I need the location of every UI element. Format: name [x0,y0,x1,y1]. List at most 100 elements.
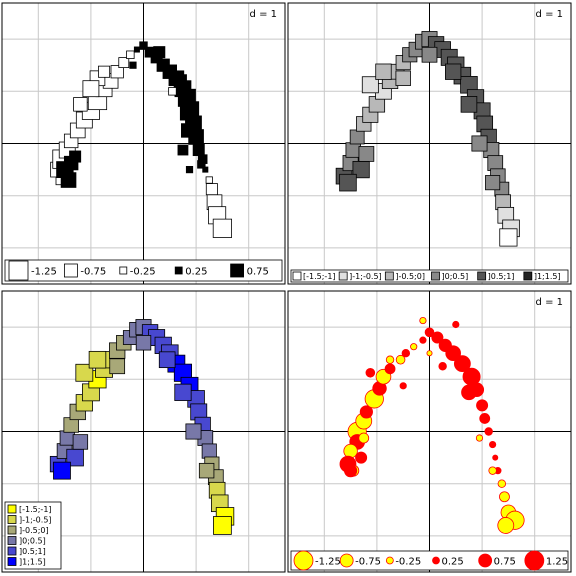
point-square [88,350,107,369]
point-square [349,129,365,145]
point-circle [358,432,370,444]
point-circle [426,350,433,357]
point-square [201,443,217,459]
legend-key [293,550,314,571]
point-circle [431,331,444,344]
point-square [174,383,192,401]
point-square [487,155,504,171]
panel-grey-squares: d = 1 [-1.5;-1]]-1;-0.5]]-0.5;0]]0;0.5]]0… [287,2,572,285]
point-square [135,335,152,351]
point-circle [453,355,471,373]
legend-label: ]-0.5;0] [395,272,425,281]
legend-label: 0.75 [247,267,269,278]
legend: [-1.5;-1]]-1;-0.5]]-0.5;0]]0;0.5]]0.5;1]… [4,501,62,570]
point-circle [475,434,484,442]
point-square [345,142,361,158]
legend-key [8,260,29,281]
panel-frame [1,2,286,285]
point-square [73,97,88,112]
point-circle [365,367,376,378]
point-square [133,46,140,53]
point-square [445,63,462,80]
legend-label: ]-1;-0.5] [19,516,52,525]
legend-label: 0.75 [494,557,516,568]
panel-blue-yellow-squares: [-1.5;-1]]-1;-0.5]]-0.5;0]]0;0.5]]0.5;1]… [1,290,286,573]
legend-key [292,271,302,281]
point-square [198,462,215,479]
legend-key [477,271,487,281]
legend-label: ]-0.5;0] [19,526,49,535]
legend-key [7,536,17,545]
legend: [-1.5;-1]]-1;-0.5]]-0.5;0]]0;0.5]]0.5;1]… [290,269,569,283]
legend-key [7,504,17,514]
point-circle [497,517,515,534]
points [50,41,232,238]
point-circle [399,382,407,390]
point-square [197,160,206,169]
point-square [129,61,137,69]
legend-label: -0.25 [130,267,156,278]
legend-key [119,266,128,275]
point-circle [497,479,507,488]
legend-key [431,271,440,281]
point-circle [479,413,491,424]
point-circle [343,443,358,459]
legend-label: -0.75 [80,267,106,278]
points [339,316,525,534]
legend-key [384,271,394,281]
point-square [153,46,166,59]
point-square [213,516,232,535]
point-square [181,123,196,138]
point-square [375,63,392,80]
point-circle [385,355,395,364]
point-square [168,87,177,96]
point-circle [476,399,489,412]
point-circle [424,327,435,338]
legend-label: ]1;1.5] [19,558,46,567]
point-circle [401,349,411,358]
legend-label: [-1.5;-1] [303,272,336,281]
legend-label: 0.25 [442,557,464,568]
panel-signed-circles: d = 1 -1.25 -0.75 -0.25 0.25 0.75 1.25 [287,290,572,573]
legend-key [7,557,17,566]
point-square [421,46,438,63]
point-square [82,80,100,98]
point-circle [438,362,447,371]
legend-label: [-1.5;-1] [19,505,52,514]
point-square [158,351,176,369]
point-circle [492,454,499,461]
point-square [60,172,77,188]
point-square [118,57,130,68]
point-square [395,70,411,86]
legend-key [338,271,348,281]
point-circle [489,440,497,449]
point-circle [343,464,358,478]
grid [288,291,571,572]
point-square [460,96,478,113]
points [49,319,235,535]
point-square [173,74,187,88]
legend-label: -0.25 [395,557,421,568]
legend-label: ]-1;-0.5] [349,272,382,281]
point-square [72,434,89,450]
point-circle [395,354,406,365]
point-circle [419,316,427,325]
point-circle [445,345,461,362]
point-circle [359,405,373,419]
point-circle [452,320,460,329]
panel-frame [1,290,286,573]
legend-key [523,271,533,281]
legend-box [290,550,569,571]
point-square [205,176,213,184]
point-square [75,363,94,382]
legend-key [7,515,17,524]
legend-label: 1.25 [546,557,568,568]
legend-key [64,263,78,278]
legend-key [230,263,245,278]
point-square [185,165,194,174]
point-square [485,175,501,191]
grid [288,3,571,284]
legend-key [524,550,545,571]
point-square [110,65,124,79]
